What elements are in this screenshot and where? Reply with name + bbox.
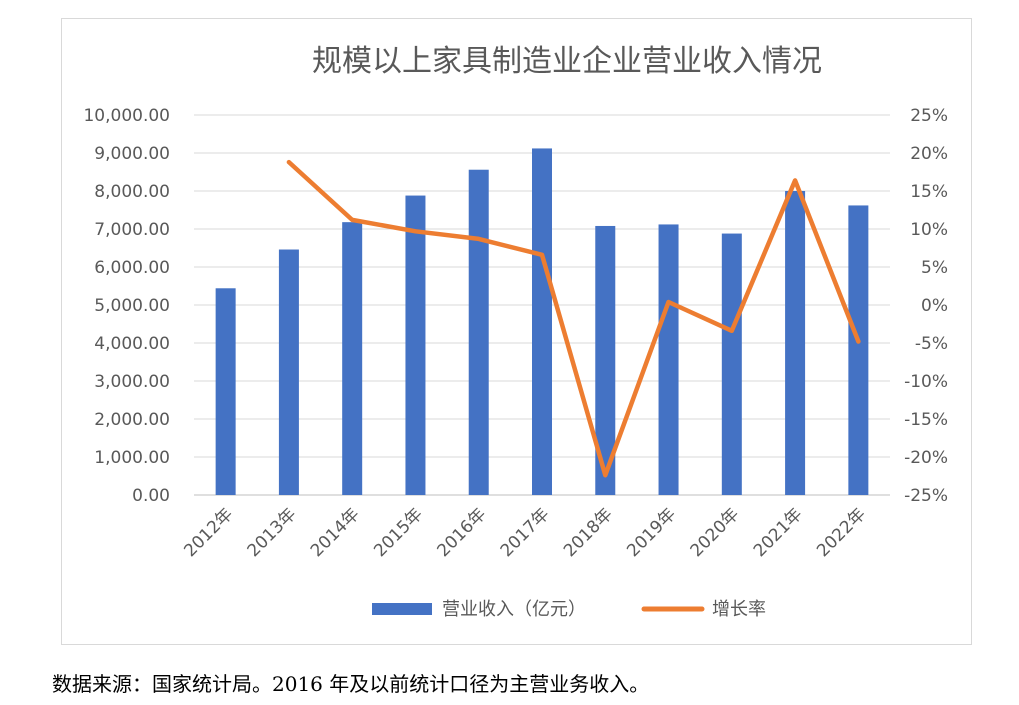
legend-swatch-bar xyxy=(372,603,432,615)
x-tick-label: 2014年 xyxy=(307,504,364,561)
chart-title: 规模以上家具制造业企业营业收入情况 xyxy=(312,44,822,79)
y-left-tick-label: 1,000.00 xyxy=(94,448,170,468)
y-left-tick-label: 10,000.00 xyxy=(83,106,170,126)
chart-frame: 规模以上家具制造业企业营业收入情况 0.00 1,000.00 2,000.00 3,0… xyxy=(61,18,972,645)
x-tick-label: 2021年 xyxy=(750,504,807,561)
y-right-tick-label: -5% xyxy=(915,334,948,354)
y-left-tick-label: 4,000.00 xyxy=(94,334,170,354)
bar xyxy=(342,222,363,495)
x-tick-label: 2019年 xyxy=(623,504,680,561)
y-left-tick-label: 8,000.00 xyxy=(94,182,170,202)
x-tick-label: 2022年 xyxy=(813,504,870,561)
y-left-tick-label: 9,000.00 xyxy=(94,144,170,164)
growth-rate-line xyxy=(286,159,861,478)
y-left-tick-label: 5,000.00 xyxy=(94,296,170,316)
y-right-tick-label: -15% xyxy=(904,410,948,430)
y-right-tick-label: -20% xyxy=(904,448,948,468)
y-left-tick-label: 2,000.00 xyxy=(94,410,170,430)
y-left-tick-label: 7,000.00 xyxy=(94,220,170,240)
y-left-tick-label: 3,000.00 xyxy=(94,372,170,392)
y-right-tick-label: 25% xyxy=(910,106,948,126)
y-right-tick-label: 20% xyxy=(910,144,948,164)
x-tick-label: 2018年 xyxy=(560,504,617,561)
y-right-tick-label: 0% xyxy=(921,296,948,316)
bar xyxy=(278,249,299,495)
bar xyxy=(721,233,742,495)
x-tick-label: 2012年 xyxy=(180,504,237,561)
bar xyxy=(595,225,616,495)
bar xyxy=(658,224,679,495)
y-left-tick-label: 0.00 xyxy=(132,486,170,506)
chart-svg: 规模以上家具制造业企业营业收入情况 0.00 1,000.00 2,000.00 3,0… xyxy=(83,44,948,620)
bar xyxy=(785,191,806,495)
bar xyxy=(405,195,426,495)
bar xyxy=(848,205,869,495)
y-right-tick-label: 15% xyxy=(910,182,948,202)
source-note: 数据来源：国家统计局。2016 年及以前统计口径为主营业务收入。 xyxy=(52,672,650,696)
legend-label-growth: 增长率 xyxy=(712,599,766,620)
bar xyxy=(468,169,489,495)
y-right-tick-label: -10% xyxy=(904,372,948,392)
x-tick-label: 2015年 xyxy=(370,504,427,561)
bar xyxy=(215,288,236,495)
x-tick-label: 2013年 xyxy=(244,504,301,561)
bar xyxy=(532,148,552,495)
y-right-tick-label: -25% xyxy=(904,486,948,506)
y-right-tick-label: 10% xyxy=(910,220,948,240)
x-tick-label: 2017年 xyxy=(497,504,554,561)
legend-label-revenue: 营业收入（亿元） xyxy=(442,599,586,620)
x-tick-label: 2016年 xyxy=(434,504,491,561)
x-tick-label: 2020年 xyxy=(687,504,744,561)
y-right-tick-label: 5% xyxy=(921,258,948,278)
y-left-tick-label: 6,000.00 xyxy=(94,258,170,278)
